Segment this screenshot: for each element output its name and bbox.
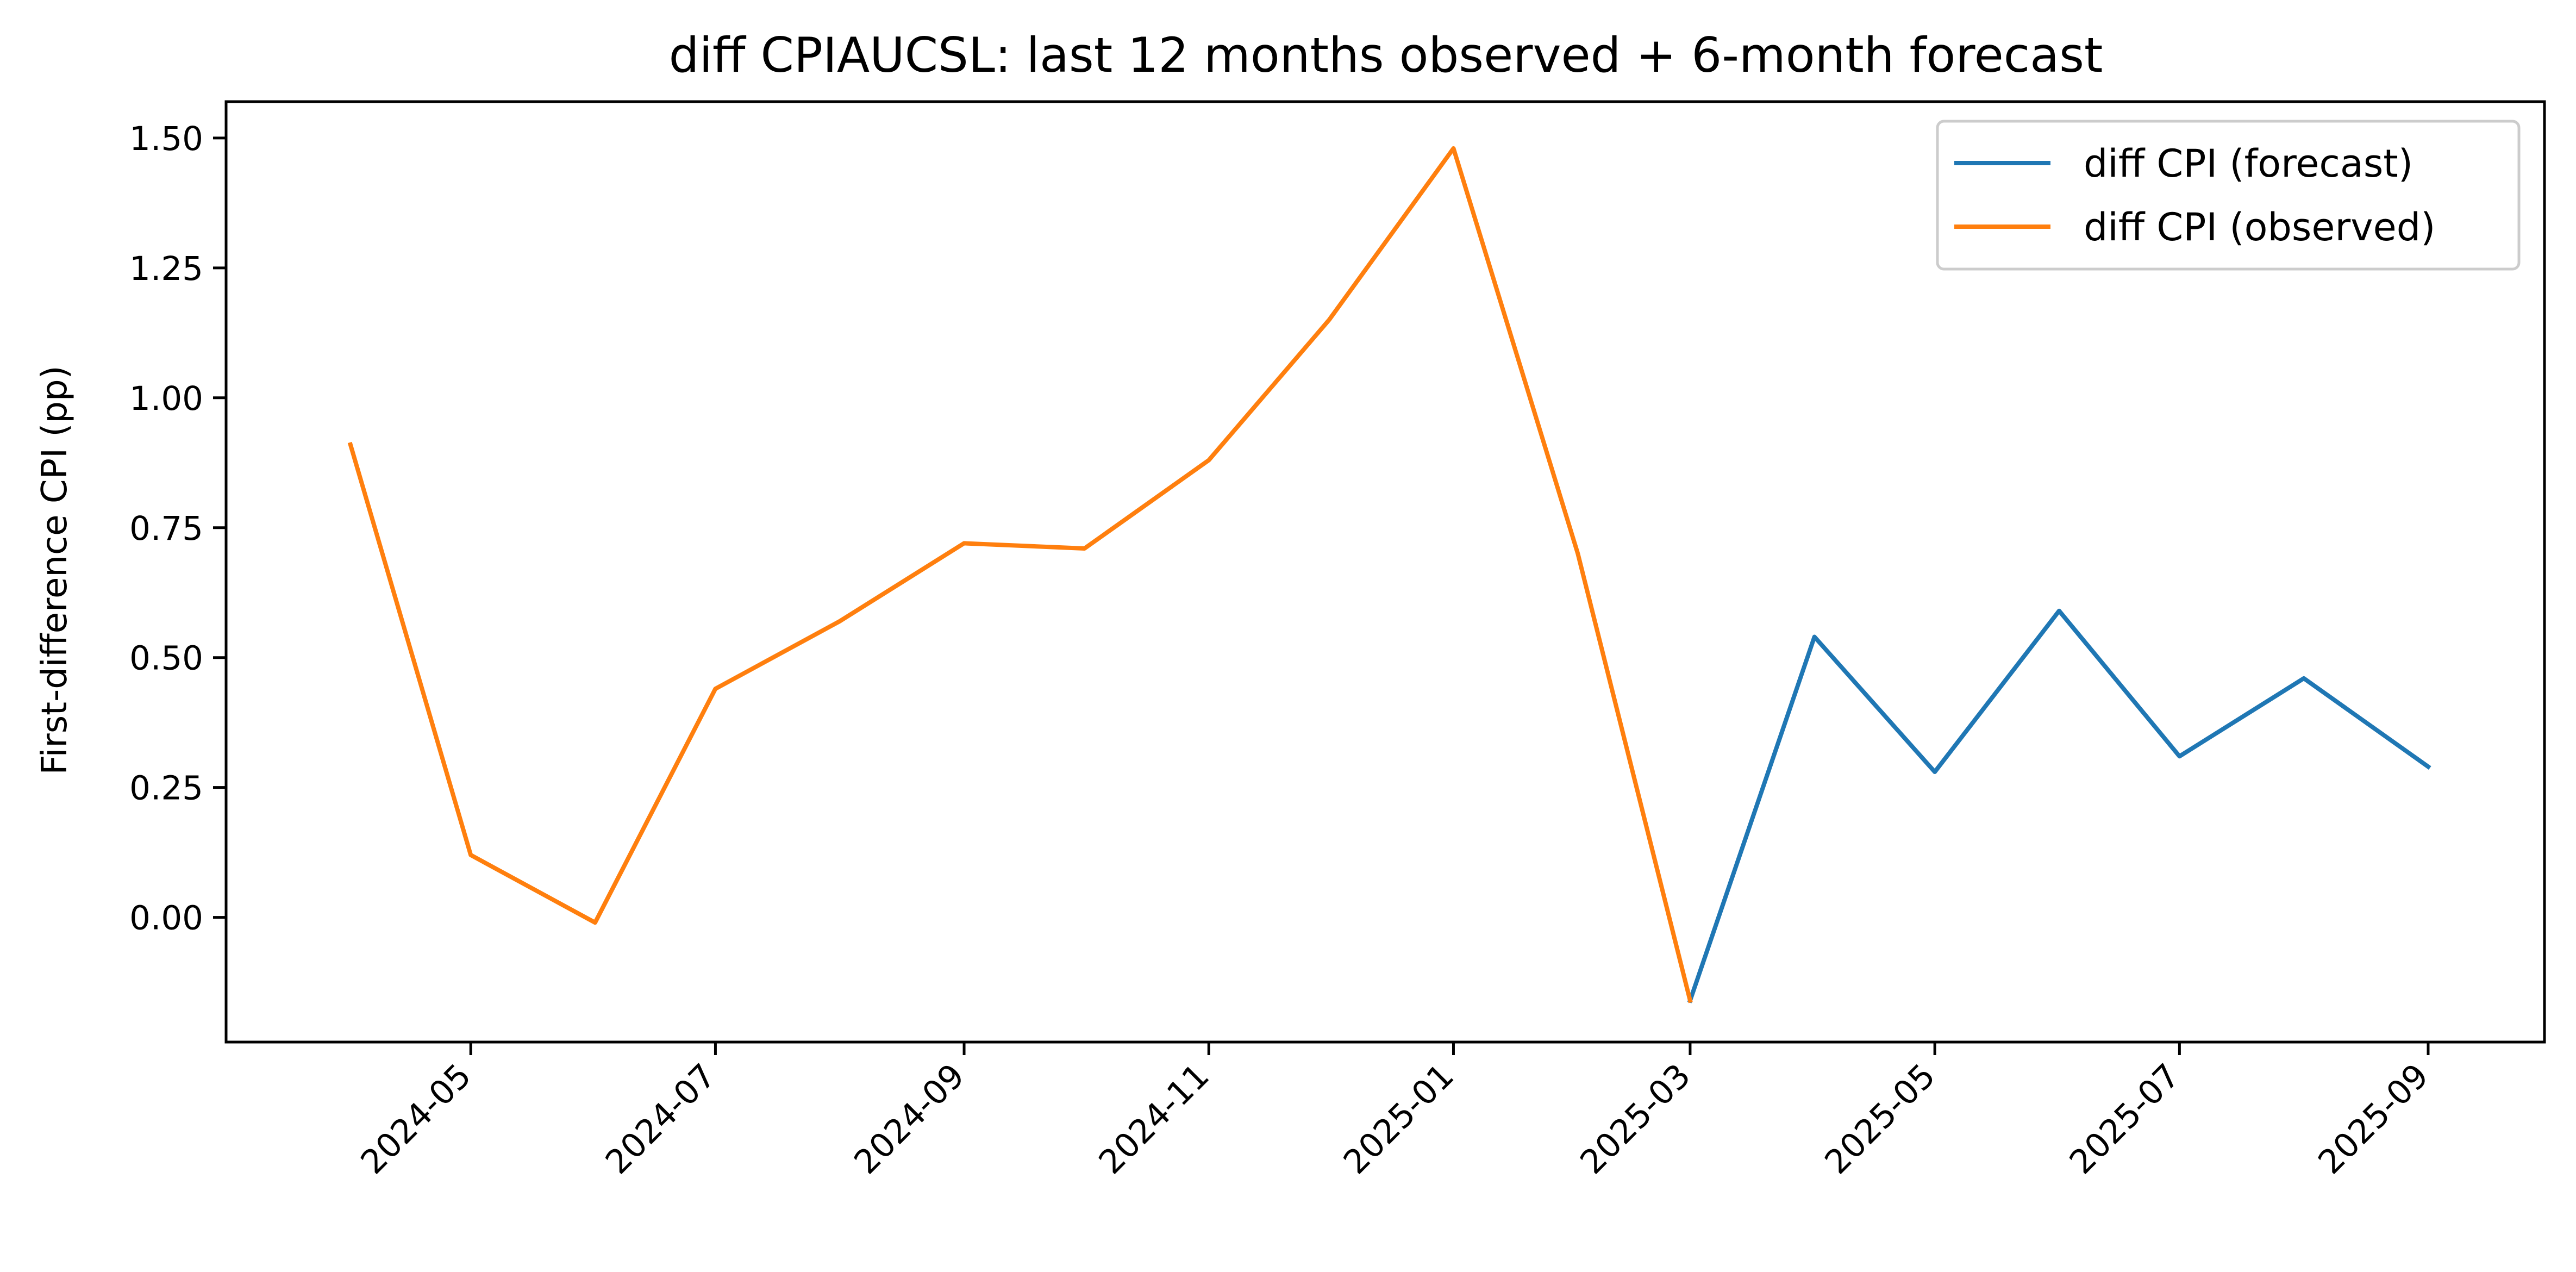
y-axis-label: First-difference CPI (pp) xyxy=(35,365,75,775)
y-tick-label: 0.75 xyxy=(129,509,203,548)
y-tick-label: 0.00 xyxy=(129,899,203,938)
plot-frame xyxy=(224,100,2546,1044)
series-line-1 xyxy=(347,146,1693,1003)
legend-label-0: diff CPI (forecast) xyxy=(2084,141,2413,186)
legend: diff CPI (forecast) diff CPI (observed) xyxy=(1936,120,2521,271)
y-tick-label: 1.50 xyxy=(129,120,203,158)
chart-title: diff CPIAUCSL: last 12 months observed +… xyxy=(669,27,2103,83)
y-tick-label: 0.25 xyxy=(129,769,203,808)
y-tick-label: 1.00 xyxy=(129,379,203,418)
y-tick-label: 0.50 xyxy=(129,639,203,678)
legend-box xyxy=(1936,120,2521,271)
series-line-0 xyxy=(1687,608,2431,1003)
legend-label-1: diff CPI (observed) xyxy=(2084,205,2435,250)
y-tick-label: 1.25 xyxy=(129,250,203,288)
